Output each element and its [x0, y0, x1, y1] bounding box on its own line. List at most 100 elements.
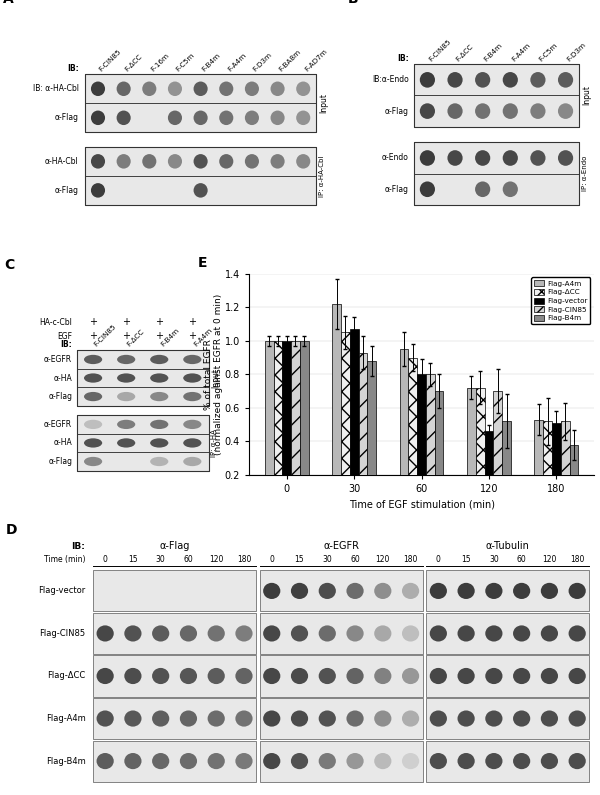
Text: IB:: IB: — [71, 541, 85, 551]
Text: Input: Input — [211, 368, 220, 388]
Ellipse shape — [150, 374, 169, 382]
Ellipse shape — [458, 626, 475, 642]
Text: F-B4m: F-B4m — [482, 41, 503, 62]
Ellipse shape — [263, 583, 280, 599]
Ellipse shape — [84, 374, 102, 382]
Ellipse shape — [235, 753, 253, 770]
Ellipse shape — [420, 72, 435, 87]
Ellipse shape — [430, 711, 447, 727]
Ellipse shape — [271, 154, 284, 169]
Text: 15: 15 — [461, 554, 471, 564]
Ellipse shape — [150, 355, 169, 364]
Ellipse shape — [346, 711, 364, 727]
Ellipse shape — [208, 711, 225, 727]
Ellipse shape — [485, 711, 502, 727]
Bar — [274, 341, 283, 508]
Text: α-Flag: α-Flag — [55, 186, 79, 195]
Ellipse shape — [183, 457, 202, 466]
Text: α-EGFR: α-EGFR — [44, 355, 72, 364]
Text: F-CIN85: F-CIN85 — [93, 324, 118, 348]
Text: F-D3m: F-D3m — [252, 51, 273, 72]
Bar — [535, 420, 543, 508]
Bar — [413, 64, 580, 95]
Text: D: D — [6, 523, 17, 537]
Ellipse shape — [194, 111, 208, 125]
Ellipse shape — [219, 111, 233, 125]
Bar — [77, 350, 209, 369]
Text: F-B4m: F-B4m — [159, 328, 180, 348]
Bar — [85, 176, 316, 205]
Bar — [367, 361, 376, 508]
Bar — [332, 304, 341, 508]
Ellipse shape — [458, 711, 475, 727]
Text: α-Flag: α-Flag — [385, 107, 409, 115]
Ellipse shape — [319, 753, 336, 770]
Ellipse shape — [291, 668, 308, 684]
Text: α-HA-Cbl: α-HA-Cbl — [45, 157, 79, 166]
Bar — [426, 655, 589, 696]
Bar — [476, 388, 485, 508]
Text: B: B — [348, 0, 358, 6]
Bar — [85, 103, 316, 132]
Ellipse shape — [513, 711, 530, 727]
Ellipse shape — [475, 103, 490, 119]
Ellipse shape — [503, 150, 518, 166]
Bar — [350, 329, 359, 508]
Text: F-D3m: F-D3m — [566, 41, 587, 62]
Text: Time (min): Time (min) — [44, 554, 85, 564]
Text: +: + — [89, 317, 97, 327]
Bar — [260, 698, 422, 739]
Bar — [85, 147, 316, 205]
Ellipse shape — [194, 154, 208, 169]
Ellipse shape — [430, 583, 447, 599]
Ellipse shape — [319, 626, 336, 642]
Text: IB:: IB: — [397, 54, 409, 64]
Text: 120: 120 — [542, 554, 557, 564]
Text: F-A4m: F-A4m — [193, 328, 213, 348]
Ellipse shape — [569, 583, 586, 599]
Text: IB: α-HA-Cbl: IB: α-HA-Cbl — [32, 84, 79, 93]
Ellipse shape — [117, 420, 135, 429]
Text: 15: 15 — [295, 554, 304, 564]
Ellipse shape — [116, 111, 131, 125]
Ellipse shape — [97, 753, 114, 770]
Text: EGF: EGF — [57, 332, 72, 340]
Ellipse shape — [183, 355, 202, 364]
Ellipse shape — [458, 583, 475, 599]
Text: HA-c-Cbl: HA-c-Cbl — [39, 317, 72, 327]
Ellipse shape — [374, 583, 391, 599]
Ellipse shape — [374, 711, 391, 727]
Text: 15: 15 — [128, 554, 138, 564]
Text: Flag-vector: Flag-vector — [38, 587, 85, 595]
Bar — [485, 431, 493, 508]
Ellipse shape — [84, 438, 102, 448]
Bar — [85, 147, 316, 176]
Ellipse shape — [513, 583, 530, 599]
Ellipse shape — [150, 420, 169, 429]
Ellipse shape — [219, 82, 233, 96]
Ellipse shape — [374, 668, 391, 684]
Ellipse shape — [235, 711, 253, 727]
Ellipse shape — [530, 150, 545, 166]
Ellipse shape — [402, 583, 419, 599]
Ellipse shape — [84, 392, 102, 401]
Text: +: + — [122, 332, 130, 341]
Bar — [260, 741, 422, 781]
Bar — [467, 388, 476, 508]
Text: IP: α-Endo: IP: α-Endo — [582, 156, 588, 192]
Ellipse shape — [168, 111, 182, 125]
Bar — [341, 332, 350, 508]
Ellipse shape — [402, 668, 419, 684]
Text: F-CIN85: F-CIN85 — [427, 37, 452, 62]
Ellipse shape — [116, 154, 131, 169]
Text: α-Flag: α-Flag — [55, 114, 79, 122]
Ellipse shape — [402, 753, 419, 770]
Text: 30: 30 — [322, 554, 332, 564]
Bar — [260, 655, 422, 696]
Ellipse shape — [503, 72, 518, 87]
Bar — [552, 423, 561, 508]
Text: +: + — [188, 332, 196, 341]
Bar — [77, 350, 209, 405]
Ellipse shape — [142, 82, 157, 96]
X-axis label: Time of EGF stimulation (min): Time of EGF stimulation (min) — [349, 499, 494, 510]
